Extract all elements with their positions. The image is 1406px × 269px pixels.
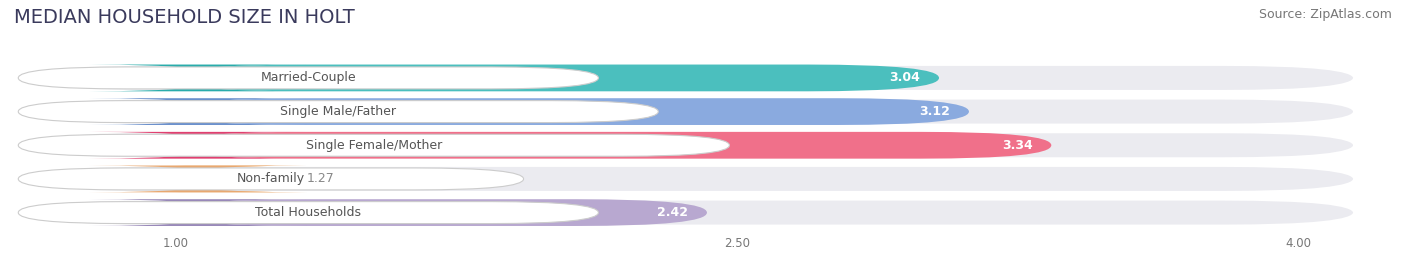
- FancyBboxPatch shape: [18, 201, 599, 224]
- FancyBboxPatch shape: [176, 65, 939, 91]
- Text: 3.12: 3.12: [920, 105, 950, 118]
- FancyBboxPatch shape: [25, 199, 1354, 226]
- FancyBboxPatch shape: [18, 67, 599, 89]
- FancyBboxPatch shape: [18, 168, 523, 190]
- FancyBboxPatch shape: [90, 199, 307, 226]
- FancyBboxPatch shape: [18, 134, 730, 156]
- FancyBboxPatch shape: [25, 132, 1354, 159]
- FancyBboxPatch shape: [176, 199, 707, 226]
- FancyBboxPatch shape: [25, 65, 1354, 91]
- Text: MEDIAN HOUSEHOLD SIZE IN HOLT: MEDIAN HOUSEHOLD SIZE IN HOLT: [14, 8, 354, 27]
- Text: 3.34: 3.34: [1002, 139, 1032, 152]
- Text: Married-Couple: Married-Couple: [260, 72, 356, 84]
- FancyBboxPatch shape: [18, 101, 658, 123]
- FancyBboxPatch shape: [25, 98, 1354, 125]
- Text: Total Households: Total Households: [256, 206, 361, 219]
- Text: Non-family: Non-family: [236, 172, 305, 185]
- FancyBboxPatch shape: [176, 98, 969, 125]
- FancyBboxPatch shape: [90, 132, 307, 159]
- FancyBboxPatch shape: [90, 165, 307, 192]
- FancyBboxPatch shape: [25, 165, 1354, 192]
- Text: Source: ZipAtlas.com: Source: ZipAtlas.com: [1258, 8, 1392, 21]
- Text: Single Female/Mother: Single Female/Mother: [305, 139, 441, 152]
- Text: 1.27: 1.27: [307, 172, 335, 185]
- Text: 2.42: 2.42: [657, 206, 689, 219]
- Text: Single Male/Father: Single Male/Father: [280, 105, 396, 118]
- FancyBboxPatch shape: [90, 98, 307, 125]
- FancyBboxPatch shape: [146, 165, 307, 192]
- FancyBboxPatch shape: [90, 65, 307, 91]
- Text: 3.04: 3.04: [890, 72, 921, 84]
- FancyBboxPatch shape: [176, 132, 1052, 159]
